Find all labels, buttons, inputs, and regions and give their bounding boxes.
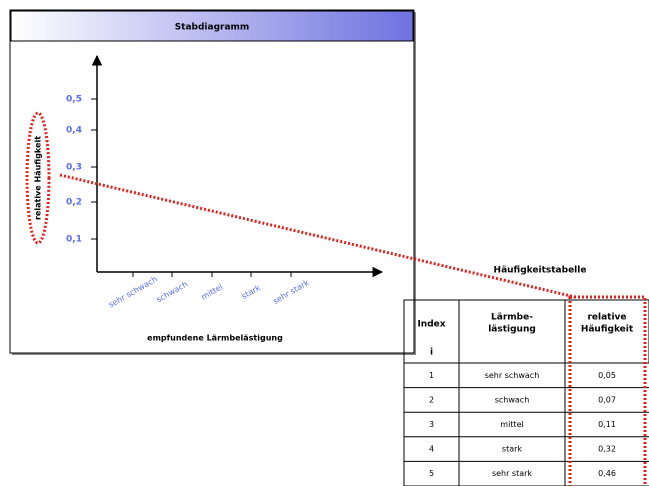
y-tick-label: 0,3	[66, 163, 82, 173]
table-cell: schwach	[495, 395, 530, 404]
y-tick-label: 0,2	[66, 198, 82, 208]
connector-line	[59, 173, 576, 299]
table-cell: 5	[429, 469, 434, 478]
table-cell: 3	[429, 420, 434, 429]
table-header: i	[430, 348, 433, 358]
table-cell: 2	[429, 395, 434, 404]
table-header-cell	[403, 299, 649, 364]
table-cell: 1	[429, 371, 434, 380]
highlight-ellipse	[25, 111, 51, 245]
table-cell: mittel	[500, 420, 523, 429]
table-cell: 0,07	[598, 395, 616, 404]
y-tick-label: 0,1	[66, 235, 82, 245]
table-header: Lärmbe-	[491, 313, 533, 323]
table-cell: 0,11	[598, 420, 616, 429]
panel-title-bar	[10, 10, 414, 42]
x-axis-label: empfundene Lärmbelästigung	[147, 334, 283, 343]
table-cell: 0,46	[598, 469, 616, 478]
table-header: relative	[587, 313, 626, 323]
table-header: Häufigkeit	[581, 325, 634, 335]
highlight-column	[568, 295, 647, 486]
table-header: lästigung	[488, 325, 536, 335]
table-cell: 0,05	[598, 371, 616, 380]
panel-title: Stabdiagramm	[175, 23, 250, 33]
y-tick-label: 0,5	[66, 95, 82, 105]
table-cell: 0,32	[598, 445, 616, 454]
y-tick-label: 0,4	[66, 126, 82, 136]
table-cell: sehr schwach	[485, 371, 540, 380]
table-title: Häufigkeitstabelle	[494, 266, 587, 276]
y-axis-label: relative Häufigkeit	[34, 136, 43, 220]
table-cell: stark	[502, 445, 522, 454]
table-header: Index	[417, 320, 445, 330]
table-cell: 4	[429, 445, 434, 454]
chart-panel	[9, 9, 415, 354]
table-cell: sehr stark	[492, 469, 532, 478]
